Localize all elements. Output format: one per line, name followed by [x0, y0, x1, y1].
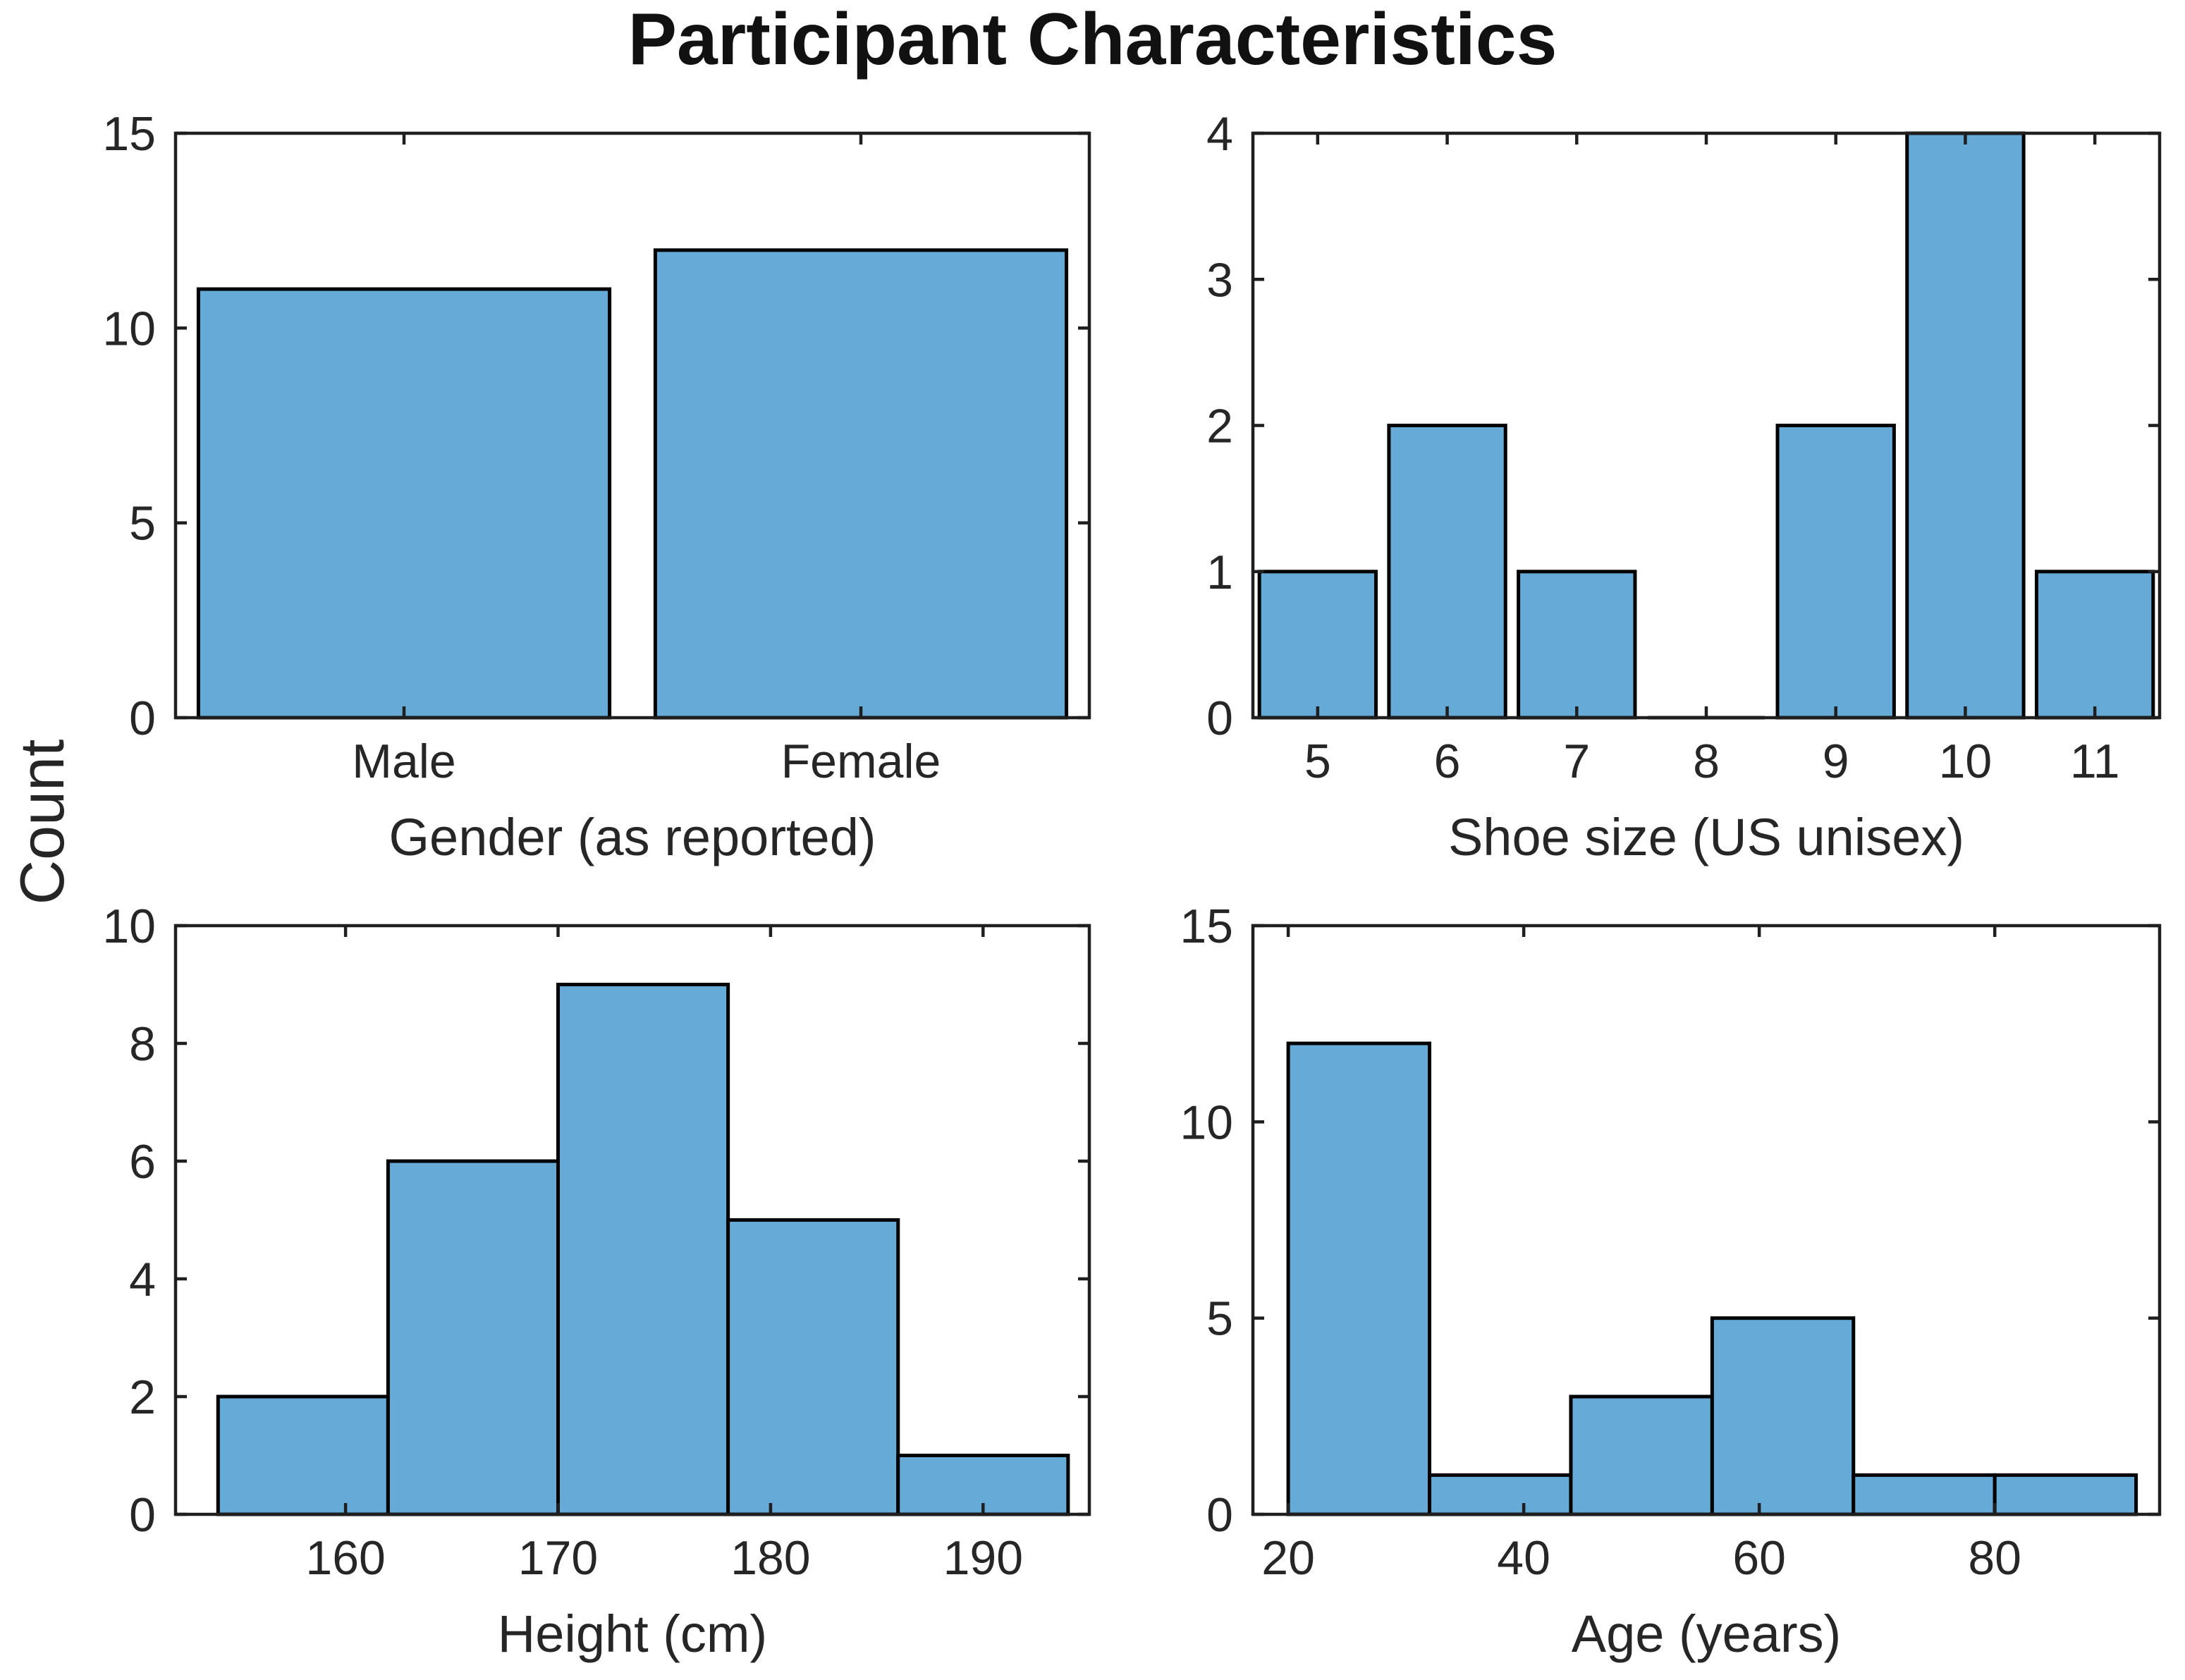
- histogram-bar: [1387, 424, 1507, 720]
- x-tick-label: 60: [1732, 1531, 1786, 1585]
- x-tick-label: 10: [1939, 735, 1993, 788]
- x-tick-label: 8: [1693, 735, 1720, 788]
- y-tick-label: 10: [102, 900, 156, 953]
- y-tick-label: 5: [129, 497, 156, 551]
- y-tick-label: 0: [1206, 692, 1233, 745]
- histogram-bar: [2034, 570, 2155, 720]
- histogram-bar: [1775, 424, 1896, 720]
- y-tick-label: 10: [1180, 1096, 1233, 1149]
- y-tick-label: 0: [1206, 1488, 1233, 1542]
- histogram-bar: [1569, 1394, 1714, 1516]
- x-tick-label: Male: [352, 735, 455, 788]
- y-tick-label: 2: [129, 1371, 156, 1424]
- y-tick-label: 8: [129, 1017, 156, 1071]
- histogram-bar: [726, 1218, 900, 1516]
- x-tick-label: 80: [1968, 1531, 2021, 1585]
- x-axis-label: Age (years): [1572, 1605, 1841, 1663]
- y-tick-label: 10: [102, 302, 156, 355]
- x-tick-label: 180: [730, 1531, 810, 1585]
- figure-title: Participant Characteristics: [628, 0, 1557, 80]
- x-tick-label: 5: [1304, 735, 1331, 788]
- bars-age: [1286, 1041, 2138, 1516]
- bars-height: [216, 983, 1070, 1516]
- subplot-gender: Male Female 0 5 10 15 Gender (as reported): [102, 107, 1091, 866]
- histogram-bar: [1286, 1041, 1432, 1516]
- histogram-bar: [216, 1394, 390, 1516]
- x-axis-label: Height (cm): [498, 1605, 767, 1663]
- axes-box: [1251, 924, 2162, 1516]
- histogram-bar: [1257, 570, 1378, 720]
- bars-gender: [196, 248, 1069, 720]
- ticks-age: [1253, 924, 2160, 1516]
- subplot-age: 20 40 60 80 0 5 10 15 Age (years): [1180, 900, 2162, 1663]
- ticks-height: [176, 924, 1089, 1516]
- y-tick-label: 0: [129, 1488, 156, 1542]
- x-tick-label: 170: [518, 1531, 598, 1585]
- subplot-height: 160 170 180 190 0 2 4 6 8 10 Height (cm): [102, 900, 1091, 1663]
- y-tick-label: 4: [129, 1253, 156, 1306]
- x-tick-label: 6: [1434, 735, 1461, 788]
- histogram-bar: [1852, 1473, 1997, 1516]
- y-tick-label: 15: [102, 107, 156, 161]
- x-axis-label: Gender (as reported): [388, 808, 876, 866]
- histogram-bar: [196, 287, 612, 720]
- x-tick-label: 9: [1823, 735, 1849, 788]
- x-axis-label: Shoe size (US unisex): [1448, 808, 1964, 866]
- subplot-shoe-size: 5 6 7 8 9 10 11 0 1 2 3 4 Shoe size (US unisex): [1206, 107, 2162, 866]
- x-tick-label: 160: [305, 1531, 385, 1585]
- y-tick-label: 3: [1206, 253, 1233, 307]
- y-tick-label: 5: [1206, 1292, 1233, 1346]
- ticks-shoe-size: [1253, 131, 2160, 720]
- x-tick-label: 40: [1497, 1531, 1550, 1585]
- histogram-bar: [1710, 1316, 1856, 1516]
- bars-shoe-size: [1257, 131, 2155, 720]
- x-tick-label: Female: [781, 735, 941, 788]
- x-tick-label: 11: [2070, 735, 2120, 788]
- y-tick-label: 1: [1206, 546, 1233, 599]
- histogram-bar: [1428, 1473, 1573, 1516]
- histogram-bar: [386, 1159, 561, 1516]
- histogram-bar: [556, 983, 730, 1516]
- y-tick-label: 6: [129, 1135, 156, 1189]
- x-tick-label: 190: [943, 1531, 1023, 1585]
- ticks-gender: [176, 131, 1089, 720]
- y-tick-label: 2: [1206, 400, 1233, 453]
- histogram-bar: [653, 248, 1069, 720]
- histogram-bar: [1517, 570, 1637, 720]
- y-tick-label: 0: [129, 692, 156, 745]
- y-tick-label: 4: [1206, 107, 1233, 161]
- axes-box: [173, 131, 1091, 720]
- histogram-bar: [1993, 1473, 2138, 1516]
- y-tick-label: 15: [1180, 900, 1233, 953]
- axes-box: [173, 924, 1091, 1516]
- x-tick-label: 7: [1563, 735, 1590, 788]
- histogram-bar: [1905, 131, 2026, 720]
- x-tick-label: 20: [1261, 1531, 1315, 1585]
